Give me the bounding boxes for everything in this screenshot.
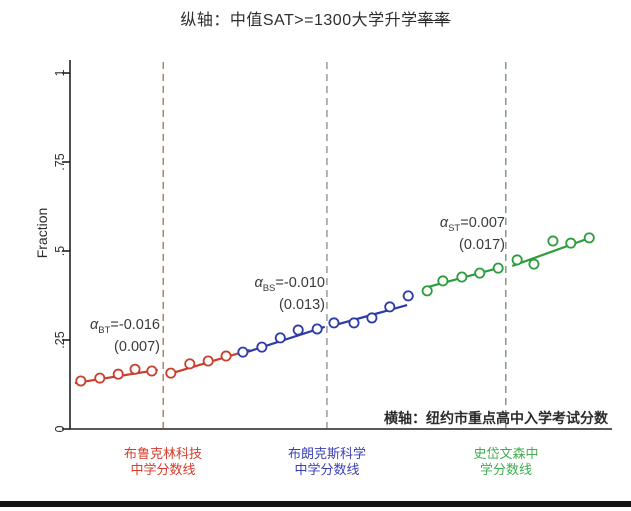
cutoff-label-brooklyn-tech: 布鲁克林科技 中学分数线 <box>83 446 243 478</box>
data-point-series0 <box>112 368 124 380</box>
cutoff-label-bronx-science: 布朗克斯科学 中学分数线 <box>247 446 407 478</box>
annotation-alpha-st-se: (0.017) <box>459 236 505 253</box>
annotation-alpha-st: αST=0.007 (0.017) <box>375 215 505 254</box>
data-point-series2 <box>492 262 504 274</box>
alpha-symbol: α <box>254 275 263 291</box>
data-point-series2 <box>528 258 540 270</box>
data-point-series0 <box>75 375 87 387</box>
annotation-alpha-bs-se: (0.013) <box>279 296 325 313</box>
estimate-value: =0.007 <box>460 215 505 231</box>
cutoff-label-line1: 布鲁克林科技 <box>123 446 202 461</box>
alpha-symbol: α <box>439 215 449 231</box>
data-point-series1 <box>366 312 378 324</box>
data-point-series1 <box>274 332 286 344</box>
y-tick-label: 1 <box>53 69 67 77</box>
data-point-series1 <box>237 346 249 358</box>
data-point-series1 <box>292 324 304 336</box>
cutoff-label-line2: 学分数线 <box>479 462 532 477</box>
cutoff-label-line1: 史岱文森中 <box>473 446 539 461</box>
estimate-value: =-0.010 <box>275 275 325 291</box>
data-point-series2 <box>583 232 595 244</box>
annotation-alpha-bt-se: (0.007) <box>114 338 160 355</box>
y-tick-label: .75 <box>53 153 67 171</box>
data-point-series2 <box>565 237 577 249</box>
chart-title-main: 纵轴：中值SAT>=1300大学升学 <box>180 12 418 29</box>
annotation-alpha-bs-estimate: αBS=-0.010 <box>195 275 325 297</box>
data-point-series1 <box>328 317 340 329</box>
y-tick-label: 0 <box>53 425 67 433</box>
data-point-series0 <box>94 372 106 384</box>
data-point-series0 <box>202 355 214 367</box>
cutoff-label-line2: 中学分数线 <box>130 462 196 477</box>
x-axis-note: 横轴：纽约市重点高中入学考试分数 <box>384 410 608 426</box>
data-point-series2 <box>437 275 449 287</box>
data-point-series2 <box>456 271 468 283</box>
data-point-series2 <box>511 254 523 266</box>
data-point-series2 <box>547 235 559 247</box>
data-point-series0 <box>146 365 158 377</box>
annotation-alpha-bs: αBS=-0.010 (0.013) <box>195 275 325 314</box>
annotation-alpha-bt-estimate: αBT=-0.016 <box>30 317 160 339</box>
data-point-series1 <box>384 301 396 313</box>
annotation-alpha-bt: αBT=-0.016 (0.007) <box>30 317 160 356</box>
cutoff-label-line1: 布朗克斯科学 <box>287 446 366 461</box>
data-point-series1 <box>348 317 360 329</box>
y-tick-label: .25 <box>53 331 67 349</box>
bottom-border-bar <box>0 501 631 507</box>
chart-title: 纵轴：中值SAT>=1300大学升学率率 <box>0 6 631 30</box>
data-point-series1 <box>402 290 414 302</box>
alpha-subscript: BT <box>98 324 111 336</box>
alpha-subscript: BS <box>262 282 276 294</box>
data-point-series1 <box>311 323 323 335</box>
y-axis-label: Fraction <box>34 207 50 259</box>
data-point-series2 <box>421 285 433 297</box>
data-point-series0 <box>129 363 141 375</box>
annotation-alpha-st-estimate: αST=0.007 <box>375 215 505 237</box>
estimate-value: =-0.016 <box>110 317 160 333</box>
data-point-series0 <box>165 367 177 379</box>
data-point-series1 <box>256 341 268 353</box>
alpha-symbol: α <box>89 317 99 333</box>
fit-line-right-series2 <box>511 236 593 267</box>
data-point-series2 <box>474 267 486 279</box>
cutoff-label-stuyvesant: 史岱文森中 学分数线 <box>426 446 586 478</box>
y-tick-label: .5 <box>53 245 67 257</box>
chart-title-struck-text: 率率 <box>417 12 451 29</box>
cutoff-label-line2: 中学分数线 <box>294 462 360 477</box>
data-point-series0 <box>220 350 232 362</box>
data-point-series0 <box>184 358 196 370</box>
alpha-subscript: ST <box>448 222 461 234</box>
